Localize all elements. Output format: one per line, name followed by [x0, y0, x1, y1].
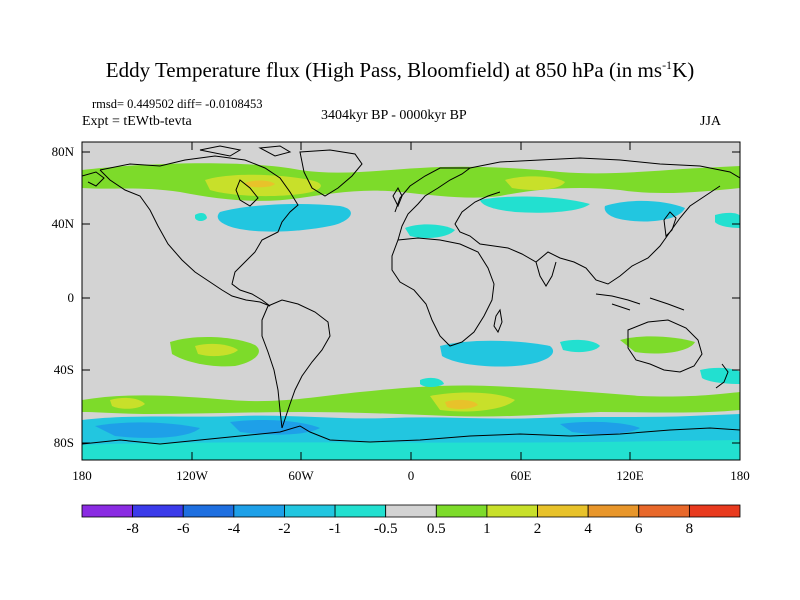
coast-japan [663, 211, 677, 238]
anomaly-antarctic-core-central [230, 420, 320, 435]
lon-label-60w: 60W [288, 468, 314, 483]
coast-europe [394, 167, 472, 241]
longitude-ticks [81, 142, 741, 460]
colorbar-label-9: 4 [584, 521, 592, 537]
colorbar-swatch-6 [385, 504, 437, 518]
coastlines [82, 145, 740, 445]
lon-label-0: 0 [407, 468, 415, 483]
coast-south-america-west [261, 305, 283, 429]
anomaly-antarctic-rim [82, 440, 740, 460]
coast-australia [627, 319, 703, 373]
title-superscript: -1 [662, 58, 673, 72]
title-suffix: K) [672, 58, 695, 82]
anomaly-south-pacific-band [110, 397, 145, 409]
lat-label-80s: 80S [53, 435, 74, 450]
colorbar-label-10: 6 [635, 521, 643, 537]
colorbar-label-6: 0.5 [426, 521, 446, 537]
positive-anomaly-regions [82, 163, 740, 449]
colorbar-swatch-7 [435, 504, 488, 518]
title-prefix: Eddy Temperature flux (High Pass, Bloomf… [105, 58, 663, 82]
coast-greenland [299, 149, 363, 197]
colorbar-label-11: 8 [685, 521, 694, 537]
colorbar-swatch-4 [284, 504, 336, 518]
anomaly-north-atlantic [217, 204, 351, 232]
colorbar-swatch-1 [132, 504, 184, 518]
anomaly-southern-peak [445, 399, 478, 410]
lon-label-60e: 60E [510, 468, 532, 483]
coast-asia [454, 157, 740, 285]
experiment-label: Expt = tEWtb-tevta [82, 114, 192, 129]
anomaly-south-atlantic-small [420, 377, 444, 387]
coast-north-america [99, 155, 299, 307]
lat-label-40n: 40N [51, 216, 74, 231]
lon-label-180w: 180 [72, 468, 92, 483]
coast-uk [392, 186, 403, 208]
anomaly-southern-band [82, 385, 740, 417]
negative-anomaly-regions [82, 196, 740, 460]
colorbar-swatch-12 [688, 504, 741, 518]
colorbar-label-5: -0.5 [373, 521, 398, 537]
period-label: 3404kyr BP - 0000kyr BP [321, 108, 467, 123]
anomaly-eurasia-core [505, 176, 565, 190]
anomaly-atlantic-small [195, 213, 207, 221]
anomaly-east-asia [604, 200, 685, 222]
lon-label-120e: 120E [616, 468, 644, 483]
latitude-ticks [82, 151, 740, 444]
colorbar-swatch-8 [486, 504, 538, 518]
colorbar-swatch-11 [638, 504, 690, 518]
colorbar-label-2: -4 [227, 521, 241, 537]
colorbar-swatch-2 [182, 504, 235, 518]
anomaly-europe [405, 224, 455, 238]
colorbar-label-1: -6 [176, 521, 190, 537]
coast-madagascar [493, 308, 503, 334]
colorbar-label-8: 2 [533, 521, 542, 537]
anomaly-canada-peak [245, 180, 275, 188]
lat-label-80n: 80N [51, 144, 74, 159]
colorbar-swatch-10 [587, 504, 640, 518]
colorbar-swatch-0 [81, 504, 134, 518]
anomaly-antarctic-core-west [95, 422, 200, 438]
colorbar-label-3: -2 [278, 521, 291, 537]
colorbar-label-4: -1 [328, 521, 342, 537]
coast-south-america [267, 299, 331, 429]
coast-alaska [82, 171, 105, 187]
coast-north-america-west [99, 169, 271, 307]
coast-hudson-bay [235, 179, 259, 207]
coast-new-zealand [715, 363, 729, 389]
lon-label-180e: 180 [730, 468, 750, 483]
coast-arctic-islands [199, 145, 292, 157]
season-label: JJA [700, 114, 722, 129]
coast-africa [391, 237, 495, 347]
colorbar-swatch-3 [233, 504, 285, 518]
coast-indonesia [595, 293, 685, 311]
coast-india [535, 261, 557, 287]
anomaly-south-indian [620, 336, 695, 354]
lon-label-120w: 120W [176, 468, 208, 483]
anomaly-south-pacific-core [195, 343, 238, 357]
colorbar-swatch-9 [537, 504, 589, 518]
anomaly-indian-west [560, 339, 600, 353]
colorbar-label-7: 1 [483, 521, 491, 537]
anomaly-antarctic-core-east [560, 421, 640, 435]
rmsd-diff-stats: rmsd= 0.449502 diff= -0.0108453 [92, 97, 263, 111]
anomaly-south-atlantic [440, 340, 554, 367]
coast-antarctica [82, 425, 740, 445]
colorbar-label-0: -8 [126, 521, 139, 537]
colorbar [81, 504, 741, 518]
lat-label-40s: 40S [53, 362, 74, 377]
map-panel [82, 142, 740, 460]
lat-label-0: 0 [67, 290, 75, 305]
anomaly-siberia [480, 196, 590, 213]
colorbar-swatch-5 [334, 504, 387, 518]
plot-title: Eddy Temperature flux (High Pass, Bloomf… [0, 58, 800, 83]
anomaly-pacific-south [700, 367, 740, 384]
